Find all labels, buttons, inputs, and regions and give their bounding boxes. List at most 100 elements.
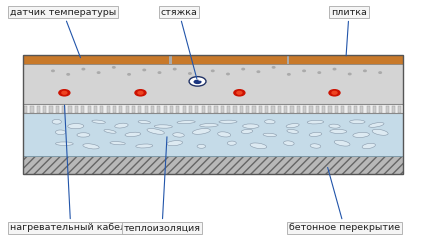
Ellipse shape: [353, 132, 369, 138]
Bar: [265, 106, 268, 113]
Ellipse shape: [125, 132, 141, 137]
Ellipse shape: [197, 144, 206, 148]
Circle shape: [288, 74, 290, 75]
Bar: [360, 106, 363, 113]
Bar: [366, 106, 370, 113]
Bar: [22, 64, 403, 104]
Bar: [259, 106, 262, 113]
Bar: [157, 106, 160, 113]
Text: теплоизоляция: теплоизоляция: [123, 137, 200, 232]
Bar: [246, 106, 249, 113]
Text: датчик температуры: датчик температуры: [10, 8, 116, 58]
Ellipse shape: [147, 129, 164, 134]
Circle shape: [379, 72, 381, 73]
Bar: [24, 106, 27, 113]
Bar: [303, 106, 306, 113]
Circle shape: [62, 91, 67, 94]
Ellipse shape: [136, 144, 153, 148]
Ellipse shape: [68, 124, 84, 129]
Circle shape: [97, 72, 100, 73]
Circle shape: [135, 90, 146, 96]
Circle shape: [138, 91, 143, 94]
Bar: [329, 106, 332, 113]
Bar: [347, 106, 351, 113]
Circle shape: [189, 77, 206, 86]
Bar: [138, 106, 141, 113]
Bar: [233, 106, 236, 113]
Bar: [252, 106, 255, 113]
Circle shape: [303, 70, 305, 72]
Ellipse shape: [369, 123, 384, 127]
Ellipse shape: [287, 129, 298, 133]
Bar: [271, 106, 275, 113]
Ellipse shape: [55, 130, 66, 135]
Bar: [81, 106, 84, 113]
Circle shape: [237, 91, 242, 94]
Circle shape: [364, 70, 366, 72]
Bar: [151, 106, 154, 113]
Bar: [144, 106, 148, 113]
Bar: [22, 113, 403, 156]
Ellipse shape: [177, 120, 195, 124]
Ellipse shape: [173, 133, 184, 137]
Bar: [373, 106, 376, 113]
Bar: [240, 106, 243, 113]
Bar: [170, 106, 173, 113]
Ellipse shape: [264, 120, 275, 124]
Circle shape: [52, 70, 54, 72]
Ellipse shape: [167, 141, 183, 146]
Bar: [322, 106, 326, 113]
Ellipse shape: [263, 133, 276, 137]
Circle shape: [113, 67, 115, 68]
Bar: [227, 106, 230, 113]
Ellipse shape: [334, 140, 350, 146]
Circle shape: [348, 73, 351, 75]
Ellipse shape: [55, 142, 73, 145]
Ellipse shape: [192, 129, 210, 134]
Bar: [22, 55, 403, 64]
Bar: [379, 106, 382, 113]
Ellipse shape: [52, 120, 61, 124]
Bar: [354, 106, 357, 113]
Bar: [100, 106, 103, 113]
Bar: [392, 106, 395, 113]
Text: нагревательный кабель: нагревательный кабель: [10, 105, 132, 232]
Ellipse shape: [83, 144, 99, 149]
Bar: [202, 106, 205, 113]
Bar: [398, 106, 401, 113]
Ellipse shape: [372, 129, 388, 135]
Text: стяжка: стяжка: [160, 8, 197, 79]
Bar: [221, 106, 224, 113]
Bar: [22, 156, 403, 174]
Ellipse shape: [110, 142, 125, 145]
Circle shape: [318, 72, 320, 73]
Ellipse shape: [200, 124, 218, 127]
Circle shape: [158, 72, 161, 73]
Bar: [75, 106, 78, 113]
Text: бетонное перекрытие: бетонное перекрытие: [289, 168, 400, 232]
Circle shape: [189, 73, 191, 74]
Bar: [341, 106, 344, 113]
Circle shape: [257, 71, 260, 72]
Circle shape: [198, 79, 202, 81]
Ellipse shape: [154, 125, 172, 128]
Bar: [43, 106, 46, 113]
Ellipse shape: [362, 143, 375, 149]
Ellipse shape: [219, 120, 237, 123]
Bar: [49, 106, 52, 113]
Ellipse shape: [92, 120, 105, 123]
Bar: [290, 106, 294, 113]
Ellipse shape: [250, 143, 267, 149]
Text: плитка: плитка: [331, 8, 367, 56]
Bar: [22, 104, 403, 113]
Bar: [386, 106, 389, 113]
Bar: [195, 106, 199, 113]
Bar: [208, 106, 211, 113]
Bar: [119, 106, 123, 113]
Ellipse shape: [307, 120, 324, 124]
Ellipse shape: [310, 144, 321, 148]
Circle shape: [67, 74, 70, 75]
Bar: [287, 55, 289, 64]
Circle shape: [332, 91, 337, 94]
Ellipse shape: [104, 130, 116, 133]
